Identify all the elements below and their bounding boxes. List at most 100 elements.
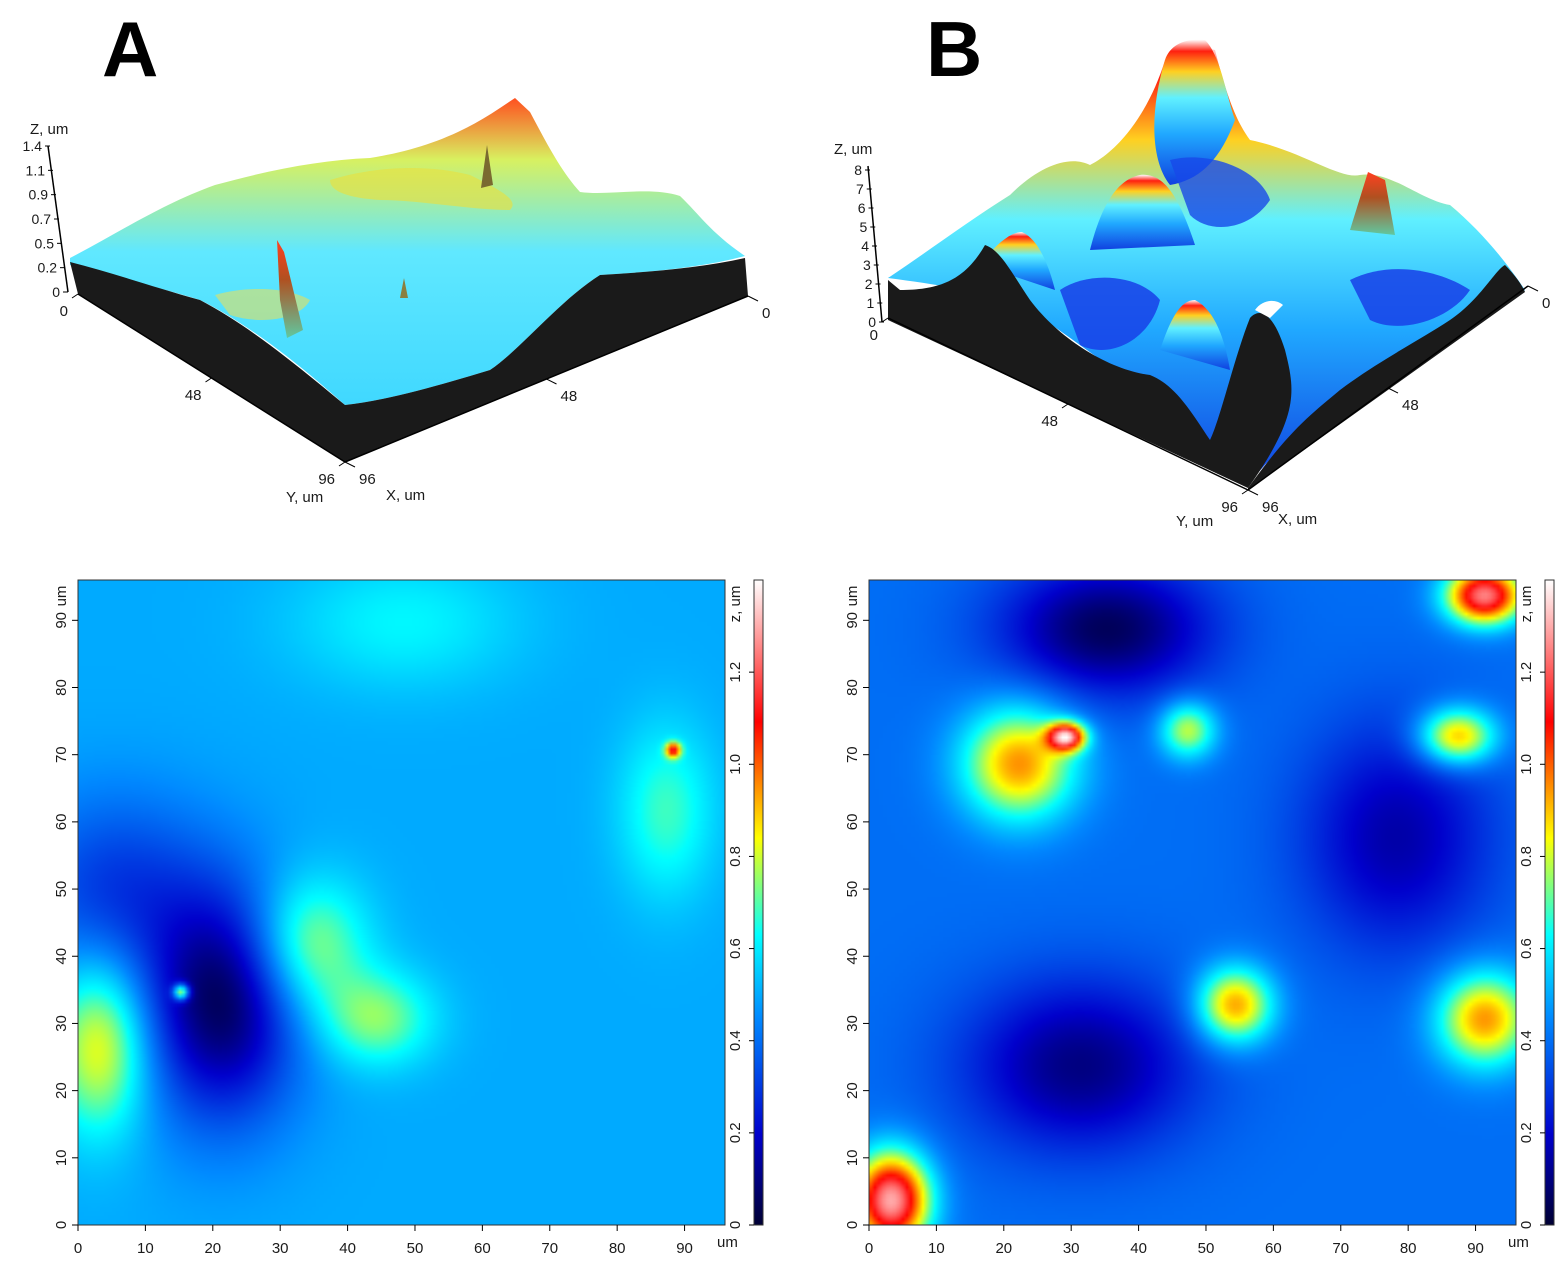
panel-a-x-tick: 90 [676,1240,693,1257]
panel-a-x-tick: 80 [609,1240,626,1257]
panel-a-y-tick: 50 [53,881,70,898]
panel-b-z-tick: 1 [866,295,874,311]
panel-a-heatmap [78,580,725,1225]
panel-b-surface3d [888,39,1525,490]
panel-b-x-tick: 96 [1262,499,1279,516]
panel-b-cbar-tick: 0.6 [1518,938,1535,959]
panel-b-heatmap-frame [868,579,1517,1226]
panel-a-y-tick: 70 [53,746,70,763]
panel-a-y-tick: 90 [53,612,70,629]
panel-b-y-label: Y, um [1176,513,1213,530]
panel-a-x-label: X, um [386,487,425,504]
panel-a-x-tick: 0 [74,1240,82,1257]
panel-b-x-tick: 80 [1400,1240,1417,1257]
panel-a-z-tick: 0.5 [35,235,55,251]
panel-b-x-tick: 40 [1130,1240,1147,1257]
panel-b-y-tick: 0 [870,327,878,344]
panel-b-z-tick: 3 [863,257,871,273]
panel-b-white-tip [1255,300,1283,318]
panel-a-cbar-tick: 0.8 [727,846,744,867]
panel-b-cbar-tick: 0 [1518,1221,1535,1229]
panel-a-cbar-tick: 0 [727,1221,744,1229]
panel-b-y-tick: 70 [844,746,861,763]
panel-b-y-tick: 40 [844,948,861,965]
panel-b-colorbar [1544,579,1555,1226]
panel-a-x-unit: um [717,1234,738,1251]
panel-b-y-tick: 30 [844,1015,861,1032]
panel-a-x-tick: 30 [272,1240,289,1257]
panel-a-cbar-tick: 1.0 [727,754,744,775]
panel-b-z-tick: 7 [856,181,864,197]
panel-a-x-tick: 60 [474,1240,491,1257]
panel-a-cbar-tick: 0.2 [727,1122,744,1143]
panel-a-y-tick: 20 [53,1082,70,1099]
panel-b-x-tick-mark [1247,489,1259,496]
panel-a-x-tick: 0 [762,305,770,322]
panel-a-cbar-tick: 1.2 [727,662,744,683]
panel-b-peak-center [1154,39,1235,185]
panel-b-letter: B [926,5,983,93]
panel-b-peak-front [1160,300,1230,370]
panel-b-heatmap-area [869,580,1516,1225]
panel-b-x-tick-mark [1527,285,1539,292]
panel-a-heatmap-area [78,580,725,1225]
panel-a-y-tick: 10 [53,1149,70,1166]
panel-b-y-tick: 96 [1221,499,1238,516]
panel-b-cbar-tick: 1.2 [1518,662,1535,683]
panel-a-y-tick: 30 [53,1015,70,1032]
panel-a-wall-left [70,262,345,462]
panel-a-y-tick-mark [338,461,346,467]
panel-b-z-tick: 0 [868,314,876,330]
panel-b-cbar-tick: 0.4 [1518,1030,1535,1051]
panel-a-cbar-label: z, um [727,586,744,623]
panel-b-y-tick-mark [881,317,889,323]
panel-b-y-tick: 0 [844,1221,861,1229]
panel-a-y-unit: um [53,586,70,607]
panel-b-x-tick-mark [1387,387,1399,394]
panel-b-y-tick: 10 [844,1149,861,1166]
panel-a-letter: A [102,5,159,93]
panel-b-y-tick: 48 [1041,413,1058,430]
panel-a-x-tick: 20 [204,1240,221,1257]
panel-a-heatmap-frame [77,579,726,1226]
panel-a-y-tick: 0 [53,1221,70,1229]
panel-a-y-tick: 96 [318,471,335,488]
panel-b-cbar-tick: 0.2 [1518,1122,1535,1143]
panel-a-x-tick: 70 [541,1240,558,1257]
panel-b-cbar-label: z, um [1518,586,1535,623]
panel-b-z-label: Z, um [834,141,872,158]
panel-b-wall-left [888,245,1292,488]
panel-a-cbar-tick: 0.4 [727,1030,744,1051]
panel-a-spike-2 [481,145,493,188]
panel-b-valley-1 [1060,277,1160,350]
panel-b-cbar-tick: 1.0 [1518,754,1535,775]
panel-a-spike-1 [277,240,303,338]
panel-b-x-tick: 10 [928,1240,945,1257]
panel-b-x-tick: 0 [865,1240,873,1257]
panel-b-y-tick-mark [1061,403,1069,409]
panel-b-x-tick: 90 [1467,1240,1484,1257]
panel-a-y-label: Y, um [286,489,323,506]
panel-b-x-tick: 48 [1402,397,1419,414]
panel-a-x-tick-mark [344,461,356,468]
panel-a-surface-top [70,98,745,405]
panel-a-x-tick: 50 [407,1240,424,1257]
panel-a-colorbar [753,579,764,1226]
panel-a-wall-right [345,258,748,462]
panel-a-x-tick-mark [546,378,557,385]
panel-a-surface3d [70,98,748,462]
panel-b-x-tick: 0 [1542,295,1550,312]
panel-b-z-tick: 8 [854,162,862,178]
panel-b-valley-2 [1350,269,1470,326]
panel-b-peak-mid [1090,174,1195,250]
panel-b-valley-3 [1170,157,1270,227]
panel-a-spike-3 [400,278,408,298]
panel-b-z-tick: 6 [858,200,866,216]
panel-a-y-tick: 80 [53,679,70,696]
panel-a-y-tick: 48 [185,387,202,404]
panel-a-y-tick: 40 [53,948,70,965]
panel-b-y-tick: 60 [844,814,861,831]
panel-b-x-tick: 70 [1332,1240,1349,1257]
panel-b-x-tick: 20 [995,1240,1012,1257]
panel-a-z-tick: 0.2 [38,260,58,276]
